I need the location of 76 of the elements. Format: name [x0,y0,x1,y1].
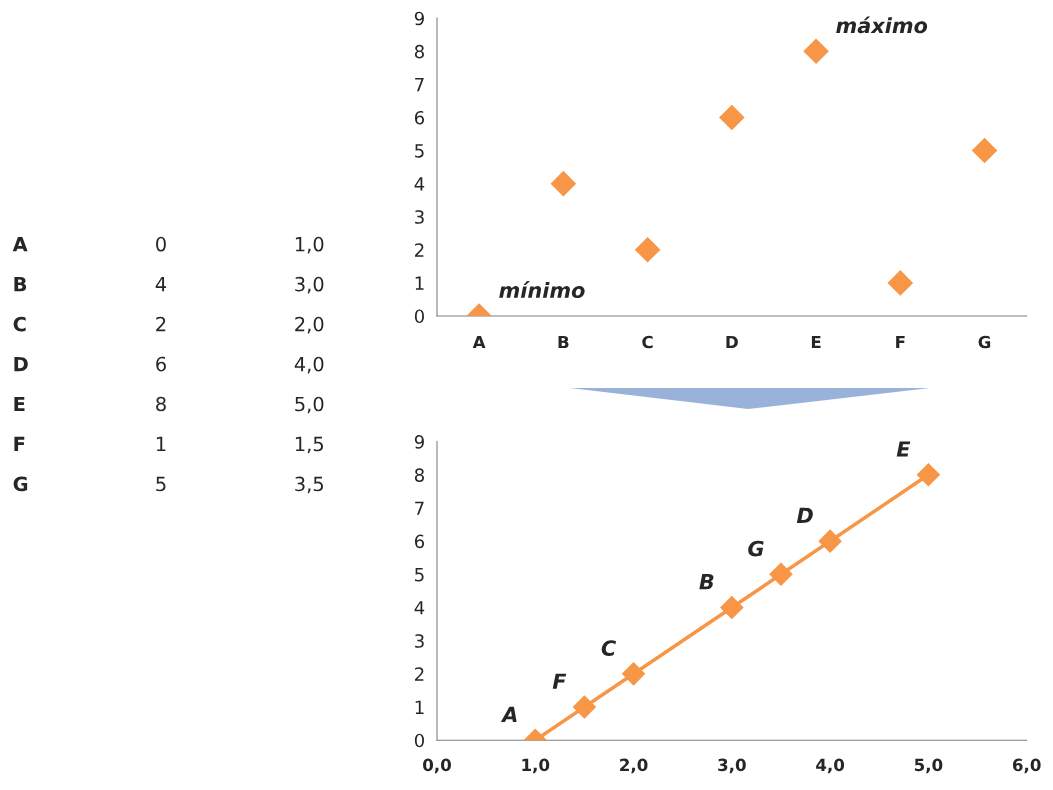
y-tick-label: 2 [415,667,424,681]
text: 1,0 [295,236,324,254]
y-tick-label: 0 [414,733,424,748]
y-tick-label: 5 [415,568,424,582]
text: 4,0 [294,356,324,374]
x-tick-label: 3,0 [718,758,746,774]
point [634,237,661,263]
text: 3,0 [295,276,324,294]
x-tick-label: B [558,335,569,349]
annotation: B [699,574,714,590]
text: 0 [156,236,166,252]
y-tick-label: 3 [415,634,424,648]
x-tick-label: D [726,335,738,349]
point [621,662,646,686]
category-label: C [13,316,26,332]
y-tick-label: 8 [414,468,424,482]
y-tick-label: 6 [414,534,425,549]
y-tick-label: 1 [415,700,424,714]
text: 2,0 [295,316,324,334]
text: 3,5 [295,476,324,494]
category-label: D [14,356,28,372]
y-tick-label: 1 [415,276,424,290]
category-label: G [13,476,28,492]
text: 2 [156,316,166,332]
text: 1,5 [295,436,324,454]
annotation: D [796,507,813,523]
y-tick-label: 8 [414,44,424,59]
annotation: C [601,640,616,656]
category-label: A [12,237,28,252]
x-tick-label: 0,0 [423,758,451,774]
x-tick-label: 5,0 [914,758,943,774]
y-tick-label: 6 [414,110,425,125]
x-tick-label: A [472,335,486,349]
annotation: máximo [836,16,928,34]
y-tick-label: 2 [415,243,424,257]
y-tick-label: 0 [414,309,424,324]
category-label: F [14,436,25,452]
point [572,695,597,719]
point [769,562,793,587]
y-tick-label: 7 [415,501,424,515]
x-tick-label: E [811,335,821,349]
y-tick-label: 3 [415,210,424,224]
annotation: mínimo [499,281,585,299]
x-tick-label: 6,0 [1012,758,1041,774]
annotation: A [500,706,517,723]
annotation: G [748,540,764,557]
x-tick-label: C [642,335,653,349]
x-tick-label: 4,0 [816,758,845,774]
category-label: E [14,396,25,412]
text: 6 [156,356,166,372]
category-label: B [14,277,27,292]
point [803,38,829,65]
x-tick-label: F [896,335,905,349]
text: 8 [156,396,166,412]
point [719,104,745,131]
text: 4 [155,277,167,292]
x-tick-label: 1,0 [522,758,550,774]
point [720,595,744,620]
y-tick-label: 9 [414,11,424,26]
text: 5,0 [295,396,324,414]
x-tick-label: G [978,335,991,349]
text: 5 [156,476,166,492]
y-tick-label: 7 [415,78,424,92]
x-tick-label: 2,0 [620,758,648,774]
annotation: F [552,673,567,689]
point [916,463,941,487]
y-tick-label: 9 [414,435,424,449]
y-tick-label: 4 [414,177,425,191]
point [550,170,577,197]
point [818,529,842,553]
y-tick-label: 5 [415,144,424,158]
point [887,270,914,296]
point [971,137,998,164]
text: 1 [156,436,166,452]
annotation: E [896,441,911,457]
y-tick-label: 4 [414,601,425,615]
